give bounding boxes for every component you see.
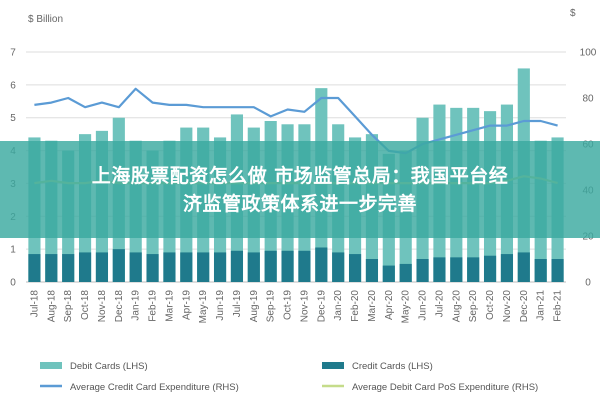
x-tick-label: Jan-19	[131, 290, 142, 321]
x-tick-label: Aug-20	[451, 290, 462, 323]
bar-credit-cards	[348, 254, 362, 282]
bar-credit-cards	[517, 252, 530, 282]
x-tick-label: Jun-20	[418, 290, 429, 321]
bar-credit-cards	[450, 257, 463, 282]
x-tick-label: Jul-19	[232, 290, 243, 318]
x-tick-label: Dec-19	[316, 290, 327, 323]
bar-credit-cards	[129, 252, 142, 282]
bar-credit-cards	[467, 257, 480, 282]
bar-credit-cards	[230, 250, 244, 282]
bar-credit-cards	[146, 254, 159, 282]
bar-credit-cards	[551, 259, 564, 282]
legend-label-avg-debit-pos-expenditure: Average Debit Card PoS Expenditure (RHS)	[352, 382, 538, 393]
x-tick-label: Jan-21	[536, 290, 547, 321]
x-tick-label: Apr-20	[384, 290, 395, 320]
legend-item-debit-cards: Debit Cards (LHS)	[40, 361, 148, 372]
legend-label-credit-cards: Credit Cards (LHS)	[352, 361, 433, 372]
bar-credit-cards	[180, 252, 193, 282]
x-tick-label: Oct-20	[485, 290, 496, 320]
x-tick-label: Sep-18	[63, 290, 74, 323]
bar-credit-cards	[315, 247, 328, 282]
legend-item-avg-debit-pos-expenditure: Average Debit Card PoS Expenditure (RHS)	[322, 382, 538, 393]
overlay-banner[interactable]: 上海股票配资怎么做 市场监管总局：我国平台经 济监管政策体系进一步完善	[0, 141, 600, 238]
x-tick-label: Jun-19	[215, 290, 226, 321]
bar-credit-cards	[433, 257, 446, 282]
y-left-tick-label: 0	[10, 278, 16, 289]
y-left-tick-label: 6	[10, 80, 16, 91]
legend: Debit Cards (LHS) Credit Cards (LHS) Ave…	[40, 361, 538, 393]
x-tick-label: Dec-20	[519, 290, 530, 323]
y-left-tick-label: 1	[10, 245, 16, 256]
bar-credit-cards	[62, 254, 75, 282]
legend-swatch-credit-cards	[322, 362, 344, 369]
x-tick-label: Oct-19	[283, 290, 294, 320]
x-tick-label: Feb-21	[553, 290, 564, 322]
x-tick-label: Mar-19	[164, 290, 175, 322]
line-avg-credit-expenditure	[34, 87, 558, 155]
banner-text-line-1: 上海股票配资怎么做 市场监管总局：我国平台经	[91, 164, 509, 187]
bar-credit-cards	[28, 254, 41, 282]
x-tick-label: Sep-20	[468, 290, 479, 323]
bar-credit-cards	[45, 254, 58, 282]
legend-label-avg-credit-expenditure: Average Credit Card Expenditure (RHS)	[70, 382, 239, 393]
bar-credit-cards	[112, 249, 125, 282]
right-axis-unit: $	[570, 8, 576, 19]
x-tick-label: Feb-20	[350, 290, 361, 322]
x-tick-label: Jul-20	[434, 290, 445, 318]
bar-credit-cards	[264, 250, 277, 282]
bar-credit-cards	[281, 250, 294, 282]
bar-credit-cards	[332, 252, 345, 282]
x-tick-label: Nov-18	[97, 290, 108, 323]
x-tick-label: Nov-19	[299, 290, 310, 323]
y-right-tick-label: 80	[582, 94, 594, 105]
bar-credit-cards	[163, 252, 176, 282]
bar-credit-cards	[399, 263, 412, 282]
x-tick-label: May-20	[401, 290, 412, 324]
overlay-banner-background	[0, 141, 600, 238]
bar-credit-cards	[416, 259, 429, 282]
legend-item-credit-cards: Credit Cards (LHS)	[322, 361, 433, 372]
bar-credit-cards	[298, 250, 311, 282]
bar-credit-cards	[247, 252, 260, 282]
x-tick-label: Sep-19	[266, 290, 277, 323]
x-tick-label: Dec-18	[114, 290, 125, 323]
y-right-tick-label: 100	[580, 48, 597, 59]
x-tick-label: Mar-20	[367, 290, 378, 322]
y-right-tick-label: 0	[585, 278, 591, 289]
bar-credit-cards	[382, 265, 395, 282]
bar-credit-cards	[365, 259, 379, 282]
bar-credit-cards	[78, 252, 92, 282]
x-tick-label: Jan-20	[333, 290, 344, 321]
x-tick-label: May-19	[198, 290, 209, 324]
x-axis: Jul-18 Aug-18 Sep-18 Oct-18 Nov-18 Dec-18 Jan-…	[29, 290, 563, 324]
legend-label-debit-cards: Debit Cards (LHS)	[70, 361, 148, 372]
x-tick-label: Apr-19	[181, 290, 192, 320]
legend-swatch-debit-cards	[40, 362, 62, 369]
bar-credit-cards	[213, 252, 227, 282]
x-tick-label: Aug-18	[46, 290, 57, 323]
x-tick-label: Aug-19	[249, 290, 260, 323]
bar-credit-cards	[197, 252, 210, 282]
left-axis-unit: $ Billion	[28, 14, 63, 25]
y-left-tick-label: 5	[10, 113, 16, 124]
x-tick-label: Jul-18	[29, 290, 40, 318]
banner-text-line-2: 济监管政策体系进一步完善	[182, 192, 417, 215]
x-tick-label: Nov-20	[502, 290, 513, 323]
bar-credit-cards	[500, 254, 514, 282]
x-tick-label: Oct-18	[80, 290, 91, 320]
bar-credit-cards	[534, 259, 547, 282]
y-left-tick-label: 7	[10, 48, 16, 59]
bar-credit-cards	[95, 252, 109, 282]
bar-credit-cards	[483, 255, 497, 282]
x-tick-label: Feb-19	[148, 290, 159, 322]
legend-item-avg-credit-expenditure: Average Credit Card Expenditure (RHS)	[40, 382, 239, 393]
